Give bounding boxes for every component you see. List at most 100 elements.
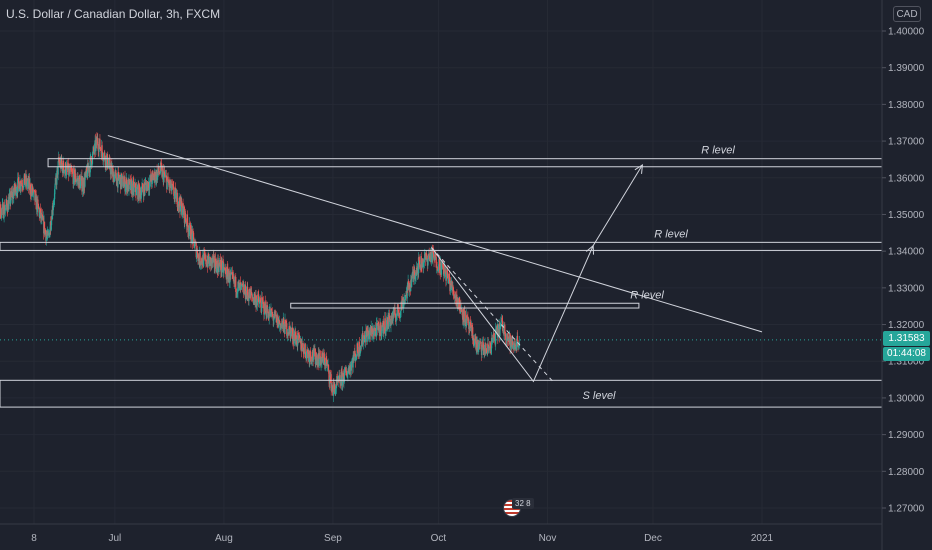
candle-body <box>249 290 251 299</box>
candle-body <box>166 180 168 190</box>
events-count-b: 8 <box>526 499 531 508</box>
candle-body <box>400 301 403 308</box>
candle-body <box>98 143 100 152</box>
candle-body <box>45 235 47 241</box>
candle-body <box>13 192 15 199</box>
candle-body <box>384 318 386 334</box>
candle-body <box>0 208 3 218</box>
candle-body <box>254 297 256 302</box>
candle-body <box>259 299 262 303</box>
candle-body <box>205 254 207 265</box>
candle-body <box>345 370 348 376</box>
y-tick-label: 1.33000 <box>888 283 925 294</box>
candle-body <box>251 296 254 299</box>
candle-body <box>121 179 123 187</box>
candle-body <box>319 350 321 359</box>
candle-body <box>465 315 468 326</box>
candle-body <box>442 267 444 269</box>
grid <box>0 0 882 524</box>
candle-body <box>284 320 286 334</box>
candle-body <box>160 164 163 167</box>
candle-body <box>403 299 406 301</box>
candle-body <box>427 259 429 266</box>
candle-body <box>386 317 389 330</box>
candle-body <box>4 210 6 214</box>
candle-body <box>58 157 60 163</box>
candle-body <box>426 254 428 260</box>
candle-body <box>81 188 83 192</box>
candle-body <box>83 190 85 192</box>
candle-body <box>4 207 7 211</box>
candle-body <box>258 295 260 302</box>
candle-body <box>87 163 89 178</box>
candle-body <box>47 231 49 236</box>
candle-body <box>421 262 423 268</box>
candle-body <box>248 297 250 302</box>
candle-body <box>338 376 340 381</box>
candle-body <box>438 258 440 270</box>
candle-body <box>72 168 75 184</box>
candle-body <box>73 169 76 183</box>
candle-body <box>169 180 171 188</box>
last-price-label: 1.31583 <box>883 331 930 346</box>
candle-body <box>337 376 339 382</box>
candle-body <box>480 342 482 350</box>
economic-events-badge[interactable]: 32 8 <box>503 498 543 518</box>
level-label: R level <box>701 145 735 157</box>
candle-body <box>110 167 112 175</box>
candle-body <box>56 170 58 185</box>
candle-body <box>464 310 466 312</box>
candle-body <box>9 192 11 204</box>
candle-body <box>79 180 82 189</box>
y-tick-label: 1.39000 <box>888 63 925 74</box>
candle-body <box>435 253 437 258</box>
candle-body <box>53 201 55 206</box>
candle-body <box>257 294 259 301</box>
candle-body <box>24 183 26 185</box>
candle-body <box>6 204 8 210</box>
candle-body <box>425 253 427 260</box>
candle-body <box>387 325 389 330</box>
candle-body <box>173 186 175 196</box>
candle-body <box>223 268 225 273</box>
candle-body <box>355 356 357 358</box>
candle-body <box>456 294 458 305</box>
candle-body <box>403 301 405 308</box>
candle-body <box>284 320 287 321</box>
candle-body <box>225 270 227 278</box>
candle-body <box>215 260 218 273</box>
candle-body <box>253 299 255 303</box>
candle-body <box>103 153 105 160</box>
candle-body <box>18 177 20 183</box>
candle-body <box>20 186 22 189</box>
candle-body <box>165 175 167 178</box>
candle-body <box>294 332 297 340</box>
candle-body <box>492 337 494 339</box>
candle-body <box>174 188 176 194</box>
candle-body <box>182 203 184 209</box>
candle-body <box>385 327 387 332</box>
y-tick-label: 1.40000 <box>888 27 925 38</box>
candle-body <box>1 204 3 210</box>
candle-body <box>80 177 82 181</box>
candle-body <box>448 273 451 282</box>
candle-body <box>463 322 465 323</box>
candle-body <box>167 176 169 182</box>
currency-button[interactable]: CAD <box>893 6 921 22</box>
candle-body <box>414 271 416 276</box>
candle-body <box>148 182 150 188</box>
candle-body <box>261 300 264 304</box>
candle-body <box>221 269 223 272</box>
candle-body <box>405 294 407 296</box>
candle-body <box>404 300 406 301</box>
candle-body <box>132 181 134 196</box>
candle-body <box>99 138 101 149</box>
candle-body <box>290 328 292 334</box>
candle-body <box>508 337 510 341</box>
candle-body <box>203 253 206 255</box>
candle-body <box>501 317 503 321</box>
candle-body <box>327 364 329 366</box>
candle-body <box>378 321 380 325</box>
candle-body <box>180 196 182 205</box>
